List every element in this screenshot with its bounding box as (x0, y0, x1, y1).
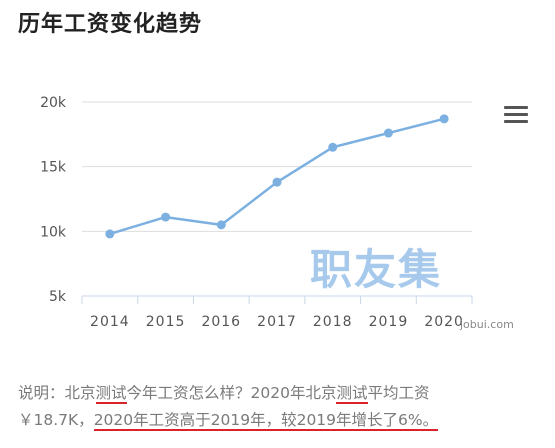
y-tick-label: 15k (40, 160, 67, 176)
x-tick-label: 2017 (257, 314, 297, 330)
description: 说明：北京测试今年工资怎么样？2020年北京测试平均工资 ￥18.7K，2020年… (18, 380, 538, 434)
y-tick-label: 10k (40, 224, 67, 240)
desc-underline-1: 测试 (95, 384, 127, 404)
desc-text-1: 说明：北京 (18, 384, 96, 402)
desc-underline-2: 测试 (336, 384, 368, 404)
x-tick-label: 2014 (90, 314, 130, 330)
x-tick-label: 2016 (201, 314, 241, 330)
watermark: 职友集 (310, 245, 443, 294)
x-tick-label: 2018 (313, 314, 353, 330)
x-tick-label: 2020 (424, 314, 464, 330)
y-tick-label: 20k (40, 95, 67, 111)
x-tick-label: 2019 (369, 314, 409, 330)
desc-text-4: ￥18.7K， (18, 411, 94, 429)
chart-area: 5k 10k 15k 20k 2014 2015 2016 2017 2018 2019 2020 (40, 95, 473, 330)
y-tick-label: 5k (49, 289, 67, 305)
hamburger-menu-icon[interactable] (504, 106, 528, 126)
data-point (439, 114, 449, 124)
x-tick-label: 2015 (146, 314, 186, 330)
desc-text-2: 今年工资怎么样？2020年北京 (126, 384, 337, 402)
source-label: jobui.com (460, 318, 514, 331)
data-point (272, 177, 282, 187)
chart-title: 历年工资变化趋势 (18, 12, 203, 37)
data-point (105, 229, 115, 239)
data-point (328, 142, 338, 152)
data-point (161, 212, 171, 222)
series-line (109, 117, 445, 236)
desc-text-3: 平均工资 (367, 384, 430, 402)
desc-underline-3: 2020年工资高于2019年，较2019年增长了6%。 (93, 411, 439, 431)
data-point (216, 220, 226, 230)
data-point (383, 128, 393, 138)
